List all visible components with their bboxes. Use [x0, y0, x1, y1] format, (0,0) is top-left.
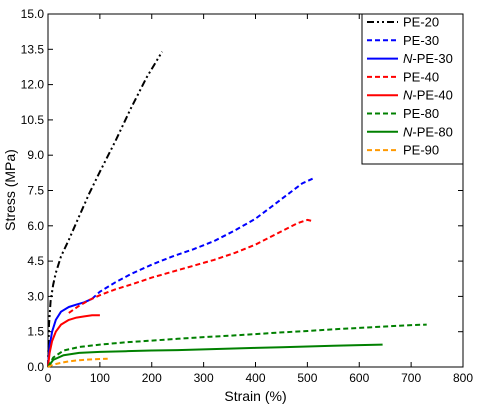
x-tick-label: 700: [401, 371, 421, 385]
legend-label: PE-40: [403, 69, 439, 84]
x-tick-label: 300: [194, 371, 214, 385]
x-tick-label: 500: [297, 371, 317, 385]
y-tick-label: 7.5: [27, 184, 44, 198]
series-line-n-pe-40: [47, 314, 100, 368]
series-line-pe-20: [47, 51, 163, 368]
y-tick-label: 1.5: [27, 325, 44, 339]
legend-label: PE-80: [403, 106, 439, 121]
legend-label: N-PE-80: [403, 124, 453, 139]
x-tick-label: 100: [90, 371, 110, 385]
y-tick-label: 9.0: [27, 148, 44, 162]
y-axis-title: Stress (MPa): [2, 149, 18, 231]
legend-label-text: PE-40: [403, 69, 439, 84]
series-line-pe-80: [47, 323, 427, 368]
y-tick-label: 13.5: [21, 42, 45, 56]
legend-label-text: -PE-80: [412, 124, 452, 139]
series-line-pe-40: [68, 218, 313, 314]
series-line-n-pe-80: [47, 343, 383, 368]
legend-label-text: -PE-40: [412, 88, 452, 103]
series-line-pe-30: [91, 177, 314, 300]
legend-label: PE-30: [403, 33, 439, 48]
x-tick-label: 600: [349, 371, 369, 385]
x-axis-title: Strain (%): [224, 388, 286, 404]
legend-label-prefix: N: [403, 88, 413, 103]
y-tick-label: 3.0: [27, 289, 44, 303]
x-tick-label: 200: [142, 371, 162, 385]
legend-label-text: -PE-30: [412, 51, 452, 66]
legend-label: N-PE-40: [403, 88, 453, 103]
legend-label-prefix: N: [403, 51, 413, 66]
legend-label: PE-20: [403, 15, 439, 30]
legend-label: N-PE-30: [403, 51, 453, 66]
y-tick-label: 12.0: [21, 78, 45, 92]
legend-label-prefix: N: [403, 124, 413, 139]
y-tick-label: 0.0: [27, 360, 44, 374]
legend-label-text: PE-20: [403, 15, 439, 30]
legend-box: [361, 13, 464, 165]
series-line-pe-90: [47, 357, 108, 368]
x-tick-label: 0: [45, 371, 52, 385]
series-layer: [47, 51, 427, 368]
legend-label-text: PE-80: [403, 106, 439, 121]
legend-label-text: PE-30: [403, 33, 439, 48]
x-tick-label: 400: [245, 371, 265, 385]
legend-label: PE-90: [403, 143, 439, 158]
y-tick-label: 4.5: [27, 254, 44, 268]
legend: PE-20PE-30N-PE-30PE-40N-PE-40PE-80N-PE-8…: [361, 13, 464, 165]
series-line-n-pe-30: [47, 297, 93, 368]
y-tick-label: 15.0: [21, 7, 45, 21]
y-tick-label: 10.5: [21, 113, 45, 127]
y-tick-label: 6.0: [27, 219, 44, 233]
legend-label-text: PE-90: [403, 143, 439, 158]
axis-ticks: 0 100 200 300 400 500 600 700 800 0.0 1.5 3.0 4.5 6.0…: [21, 7, 474, 385]
x-tick-label: 800: [453, 371, 473, 385]
